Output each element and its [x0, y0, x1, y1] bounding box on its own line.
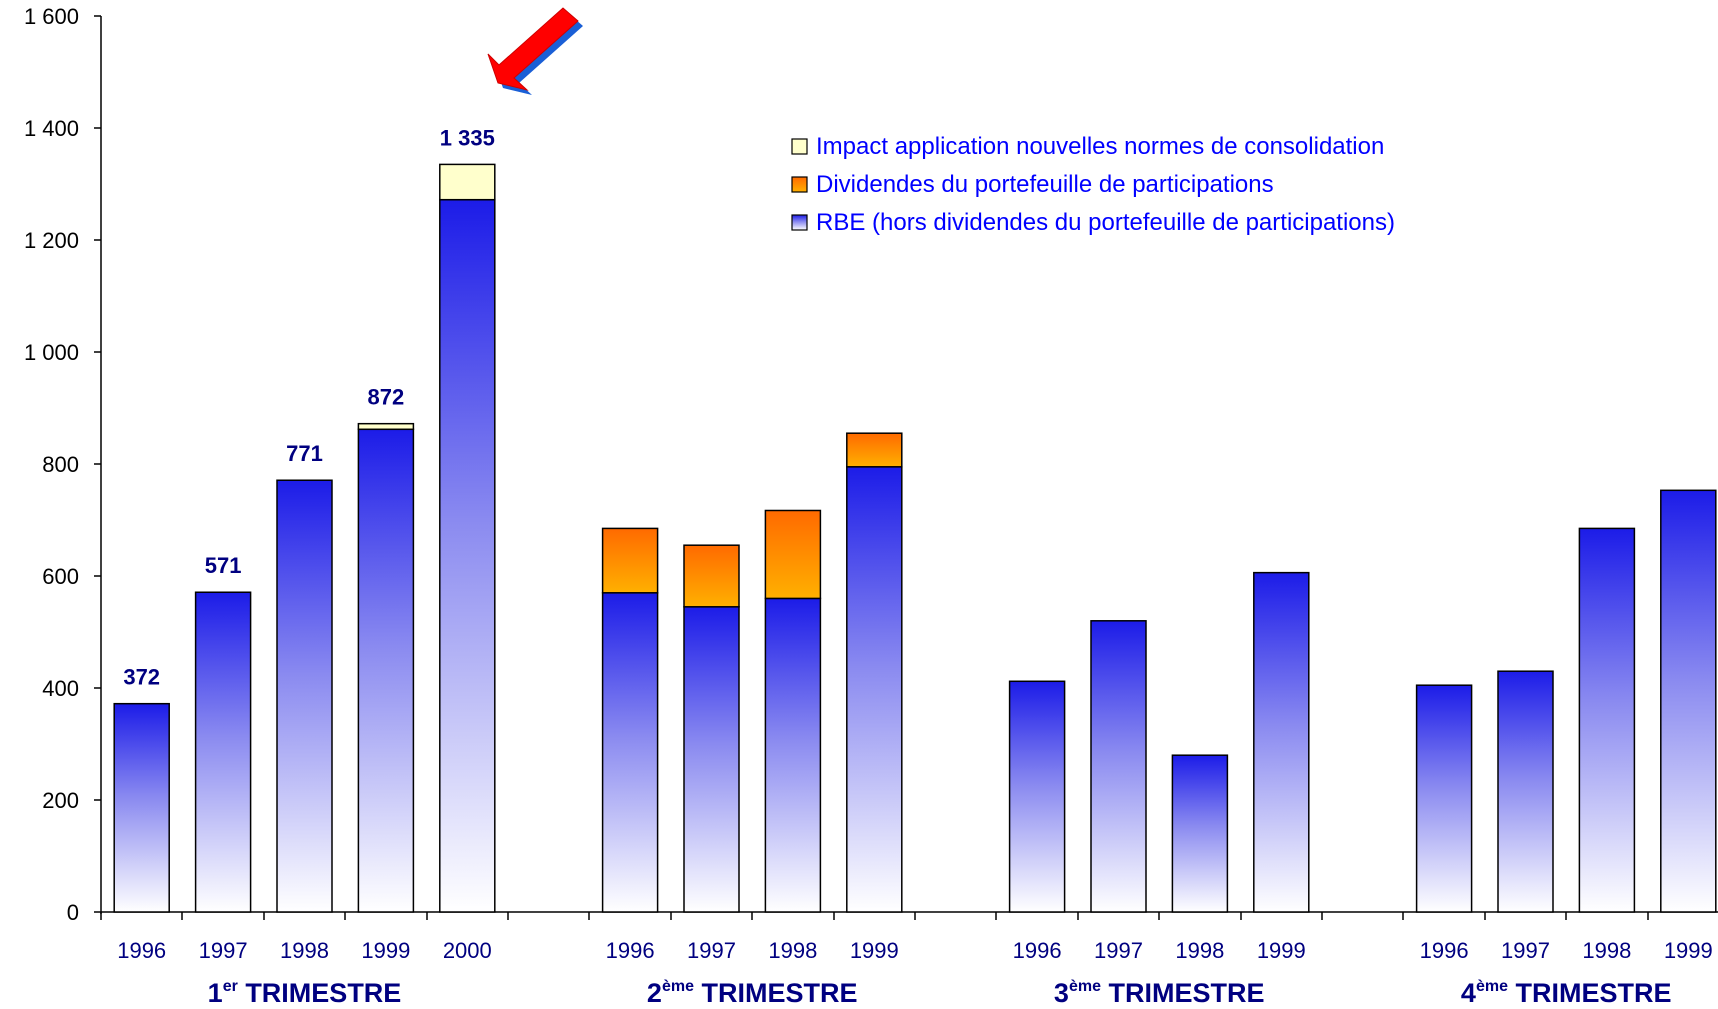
- x-category-label: 1997: [1501, 938, 1550, 963]
- bar-segment: [601, 592, 659, 913]
- legend-swatch: [791, 176, 808, 193]
- bar-segment: [846, 466, 903, 913]
- legend: Impact application nouvelles normes de c…: [791, 133, 1395, 236]
- y-tick-label: 400: [42, 676, 79, 701]
- bar-segment: [1008, 680, 1066, 913]
- bar-segment: [1171, 754, 1229, 913]
- bar-segment: [683, 606, 740, 913]
- bars: [113, 163, 1717, 913]
- bar-segment: [1660, 489, 1717, 913]
- x-category-label: 1997: [687, 938, 736, 963]
- bar-segment: [601, 527, 659, 594]
- y-tick-label: 800: [42, 452, 79, 477]
- group-label: 1er TRIMESTRE: [208, 978, 402, 1008]
- x-category-label: 1996: [1420, 938, 1469, 963]
- x-category-label: 1996: [606, 938, 655, 963]
- group-label: 2ème TRIMESTRE: [647, 978, 858, 1008]
- x-category-label: 1998: [280, 938, 329, 963]
- bar-segment: [439, 163, 496, 201]
- bar-segment: [113, 702, 170, 913]
- bar-segment: [1415, 684, 1473, 913]
- x-category-label: 1999: [850, 938, 899, 963]
- bar-segment: [276, 479, 333, 913]
- y-tick-label: 0: [67, 900, 79, 925]
- x-category-label: 1998: [768, 938, 817, 963]
- data-label: 771: [286, 441, 323, 466]
- y-tick-label: 200: [42, 788, 79, 813]
- annotation: [487, 7, 583, 95]
- x-category-label: 1999: [1664, 938, 1713, 963]
- legend-swatch: [791, 214, 808, 231]
- x-category-label: 1998: [1175, 938, 1224, 963]
- x-category-label: 2000: [443, 938, 492, 963]
- data-label: 1 335: [440, 125, 495, 150]
- group-label: 3ème TRIMESTRE: [1054, 978, 1265, 1008]
- legend-swatch: [791, 138, 808, 155]
- legend-label: RBE (hors dividendes du portefeuille de …: [816, 209, 1395, 236]
- labels: 1996 1997 1998 1999 2000 1996 1997 1998 1999 1996…: [117, 125, 1713, 1008]
- bar-segment: [1253, 571, 1310, 913]
- data-label: 872: [368, 385, 405, 410]
- bar-segment: [764, 597, 822, 913]
- y-tick-label: 600: [42, 564, 79, 589]
- x-category-label: 1996: [117, 938, 166, 963]
- bar-segment: [357, 422, 415, 431]
- bar-segment: [846, 432, 903, 468]
- bar-segment: [764, 509, 822, 600]
- red-arrow-icon: [487, 7, 579, 91]
- x-category-label: 1998: [1582, 938, 1631, 963]
- y-tick-label: 1 600: [24, 4, 79, 29]
- bar-segment: [1497, 670, 1554, 913]
- legend-label: Impact application nouvelles normes de c…: [816, 133, 1384, 160]
- bar-segment: [194, 591, 252, 913]
- bar-segment: [439, 198, 496, 913]
- bar-segment: [1090, 620, 1147, 913]
- y-tick-label: 1 400: [24, 116, 79, 141]
- bar-segment: [1578, 527, 1636, 913]
- x-category-label: 1997: [199, 938, 248, 963]
- x-category-label: 1997: [1094, 938, 1143, 963]
- group-label: 4ème TRIMESTRE: [1461, 978, 1672, 1008]
- y-tick-label: 1 200: [24, 228, 79, 253]
- data-label: 372: [123, 665, 160, 690]
- y-tick-label: 1 000: [24, 340, 79, 365]
- bar-segment: [357, 428, 415, 913]
- x-category-label: 1999: [361, 938, 410, 963]
- x-category-label: 1996: [1013, 938, 1062, 963]
- x-category-label: 1999: [1257, 938, 1306, 963]
- data-label: 571: [205, 553, 242, 578]
- bar-segment: [683, 544, 740, 608]
- legend-label: Dividendes du portefeuille de participat…: [816, 171, 1274, 198]
